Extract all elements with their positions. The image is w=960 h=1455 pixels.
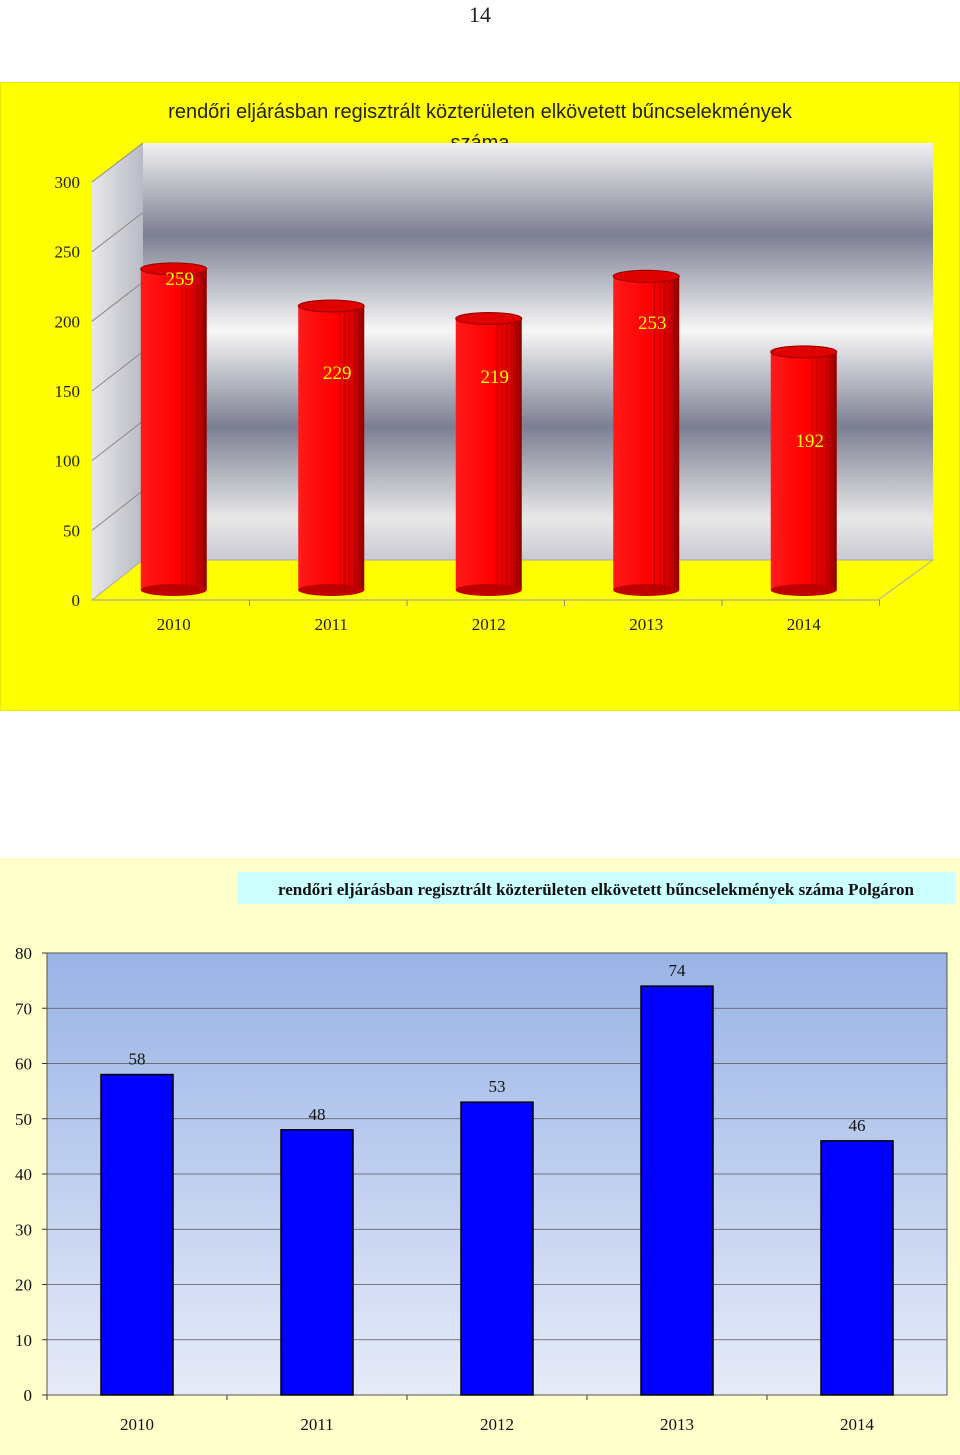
chart1-y-tick-label: 100 [55,452,81,471]
chart2-y-tick-label: 10 [15,1331,32,1350]
chart1-cylinder-top [770,345,838,359]
chart2-x-tick-label: 2014 [840,1415,875,1434]
chart1-bar-2010: 259 [140,262,208,596]
chart1-x-tick-label: 2011 [315,615,348,634]
chart2-bar-2013 [640,985,714,1396]
chart1-gridline [91,351,144,392]
chart1-data-label: 219 [481,367,510,388]
chart1-cylinder-body [613,276,680,590]
chart1-gridline [91,142,144,183]
chart1-cylinder-top [455,311,523,325]
chart2-y-tick-label: 30 [15,1220,32,1239]
chart1-bar-2011: 229 [297,299,365,596]
chart2-y-tick-label: 20 [15,1276,32,1295]
chart2-y-tick-label: 40 [15,1165,32,1184]
chart2-y-tick-label: 60 [15,1055,32,1074]
chart2-x-tick-label: 2013 [660,1415,694,1434]
chart1-cylinder-top [612,269,680,283]
chart1-bar-2012: 219 [455,311,523,596]
chart1-x-tick-label: 2012 [472,615,506,634]
chart1-x-tick-label: 2013 [629,615,663,634]
chart1-cylinder-body [298,306,365,590]
chart-flat-bars: rendőri eljárásban regisztrált közterüle… [0,858,960,1455]
chart-3d-cylinder-bars: rendőri eljárásban regisztrált közterüle… [0,82,960,711]
chart1-cylinder-top [297,299,365,313]
chart1-cylinder-body [140,268,207,590]
chart1-cylinder-base [140,584,207,596]
chart1-gridline [91,212,144,253]
chart2-data-label: 53 [489,1077,506,1096]
chart1-cylinder-body [770,351,837,590]
chart2-x-tick-label: 2011 [300,1415,333,1434]
chart1-title-line1: rendőri eljárásban regisztrált közterüle… [168,101,793,123]
chart2-y-tick-label: 0 [24,1386,33,1405]
chart2-bar-2010 [100,1073,174,1396]
chart1-cylinder-base [770,584,837,596]
chart2-bar-2012 [460,1101,534,1396]
chart1-gridline [91,281,144,322]
chart2-y-tick-label: 80 [15,944,32,963]
chart2-data-label: 46 [849,1116,866,1135]
chart1-gridline [91,420,144,462]
chart1-y-tick-label: 0 [72,591,81,610]
chart1-bar-2013: 253 [612,269,680,596]
chart2-y-tick-label: 50 [15,1110,32,1129]
chart1-cylinder-body [455,318,522,590]
chart2-data-label: 74 [669,961,687,980]
chart2-bar-2014 [820,1140,894,1396]
chart1-data-label: 229 [323,363,352,384]
chart1-y-tick-label: 250 [55,243,81,262]
chart1-cylinder-base [455,584,522,596]
chart1-data-label: 253 [638,313,667,334]
chart2-bar-2011 [280,1129,354,1396]
page-number: 14 [469,2,491,27]
chart2-x-tick-label: 2012 [480,1415,514,1434]
chart2-title-box [237,872,955,904]
chart2-data-label: 48 [309,1105,326,1124]
chart1-cylinder-base [298,584,365,596]
chart1-y-tick-label: 150 [55,382,81,401]
chart1-y-tick-label: 200 [55,312,81,331]
chart2-data-label: 58 [129,1050,146,1069]
chart2-title: rendőri eljárásban regisztrált közterüle… [278,880,915,899]
chart1-bar-2014: 192 [770,345,838,596]
chart2-x-tick-label: 2010 [120,1415,154,1434]
chart1-data-label: 259 [166,269,195,290]
chart1-data-label: 192 [796,431,825,452]
chart1-x-tick-label: 2014 [787,615,822,634]
chart1-y-tick-label: 300 [55,173,81,192]
chart1-x-tick-label: 2010 [157,615,191,634]
chart1-gridline [91,490,144,531]
chart1-cylinder-base [613,584,680,596]
chart1-y-tick-label: 50 [63,521,80,540]
chart2-y-tick-label: 70 [15,999,32,1018]
chart1-cylinder-top [140,262,208,276]
